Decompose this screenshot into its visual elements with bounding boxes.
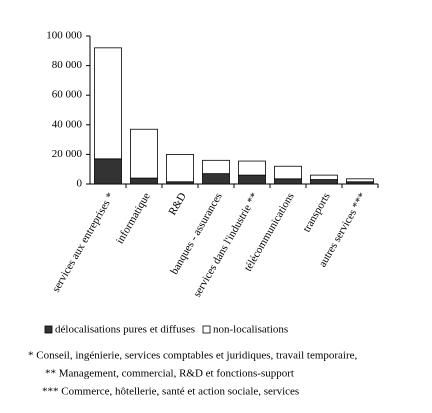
x-tick-label: services dans l'industrie ** [191, 191, 261, 300]
footnote: *** Commerce, hôtellerie, santé et actio… [42, 386, 299, 398]
bar-segment [310, 174, 338, 180]
legend-swatch [202, 325, 211, 334]
bar-segment [238, 174, 266, 185]
bar-segment [130, 177, 158, 185]
bar-segment [202, 173, 230, 185]
y-tick-label: 100 000 [46, 30, 82, 42]
bar-segment [274, 165, 302, 180]
y-tick-label: 80 000 [52, 59, 83, 71]
x-tick-label: R&D [166, 191, 188, 218]
footnote: ** Management, commercial, R&D et foncti… [45, 368, 294, 380]
y-tick-label: 60 000 [52, 89, 83, 101]
bar-segment [238, 160, 266, 176]
x-tick-label: informatique [114, 191, 153, 246]
bar-segment [166, 153, 194, 183]
y-tick-label: 20 000 [52, 148, 83, 160]
x-tick-label: transports [301, 191, 333, 235]
bar-segment [94, 158, 122, 185]
y-tick-label: 0 [77, 178, 83, 190]
legend-swatch [44, 325, 53, 334]
bar-segment [274, 178, 302, 185]
legend-label: non-localisations [213, 324, 288, 336]
footnote: * Conseil, ingénierie, services comptabl… [28, 350, 358, 362]
legend-label: délocalisations pures et diffuses [55, 324, 195, 336]
bar-segment [310, 179, 338, 185]
x-tick-label: services aux entreprises * [50, 191, 117, 295]
bar-segment [346, 178, 374, 183]
bar-segment [130, 128, 158, 179]
y-tick-label: 40 000 [52, 118, 83, 130]
bar-segment [94, 47, 122, 160]
bar-segment [202, 159, 230, 175]
